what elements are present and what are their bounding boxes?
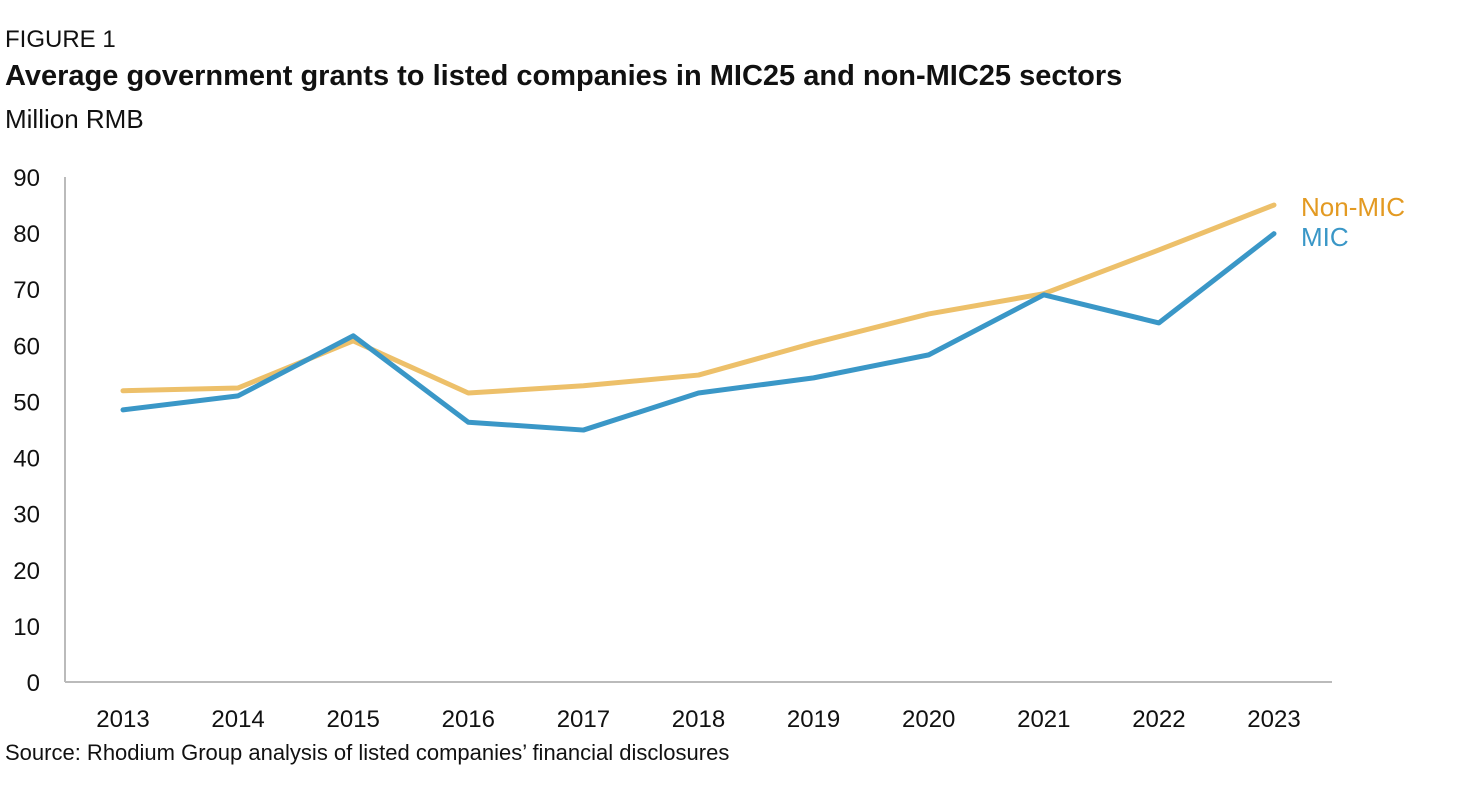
x-tick-label: 2020: [902, 706, 955, 733]
legend-label: MIC: [1301, 222, 1349, 252]
series-line-mic: [120, 231, 1277, 433]
figure-label: FIGURE 1: [5, 26, 116, 53]
legend-label: Non-MIC: [1301, 192, 1405, 222]
x-tick-label: 2019: [787, 706, 840, 733]
x-tick-label: 2023: [1247, 706, 1300, 733]
x-tick-label: 2014: [211, 706, 264, 733]
y-tick-label: 90: [13, 165, 40, 192]
y-tick-label: 40: [13, 446, 40, 473]
x-tick-label: 2021: [1017, 706, 1070, 733]
chart-title: Average government grants to listed comp…: [5, 60, 1123, 92]
x-tick-label: 2017: [557, 706, 610, 733]
x-tick-label: 2015: [327, 706, 380, 733]
x-tick-label: 2018: [672, 706, 725, 733]
y-tick-label: 30: [13, 502, 40, 529]
source-note: Source: Rhodium Group analysis of listed…: [5, 740, 730, 765]
y-tick-label: 20: [13, 558, 40, 585]
y-tick-label: 80: [13, 221, 40, 248]
y-tick-label: 60: [13, 333, 40, 360]
y-axis-unit: Million RMB: [5, 104, 144, 134]
x-tick-label: 2013: [96, 706, 149, 733]
y-tick-label: 70: [13, 277, 40, 304]
y-tick-label: 50: [13, 389, 40, 416]
y-tick-label: 0: [27, 670, 40, 697]
x-tick-label: 2016: [442, 706, 495, 733]
y-tick-label: 10: [13, 614, 40, 641]
x-tick-label: 2022: [1132, 706, 1185, 733]
